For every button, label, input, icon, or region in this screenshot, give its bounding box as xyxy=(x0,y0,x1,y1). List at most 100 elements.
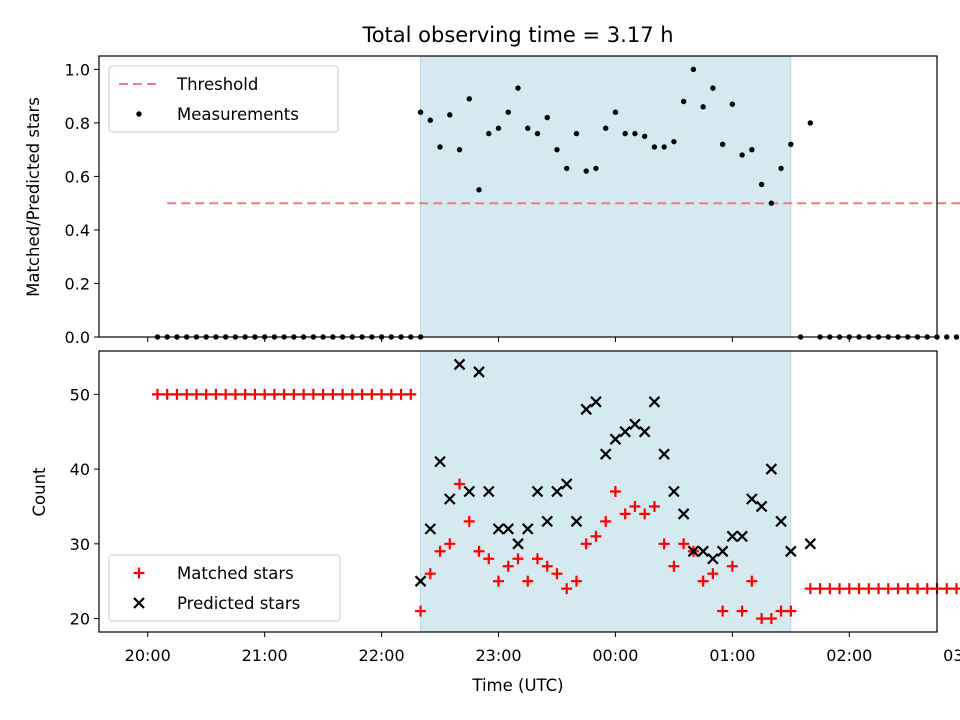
count-y-axis-label: Count xyxy=(30,467,49,517)
matched-star-point xyxy=(259,388,271,400)
count-x-ticks: 20:00 21:00 22:00 23:00 00:00 01:00 02:00 03:00 xyxy=(125,632,960,665)
count-plot-frame xyxy=(98,350,938,633)
y-tick-label: 0.4 xyxy=(65,221,90,240)
matched-star-point xyxy=(853,583,865,595)
measurement-point xyxy=(622,130,628,137)
predicted-star-point xyxy=(619,425,631,438)
predicted-star-point xyxy=(551,485,563,498)
predicted-star-point xyxy=(434,455,446,468)
predicted-star-points xyxy=(414,358,817,587)
y-tick-label: 1.0 xyxy=(65,60,90,79)
matched-star-point xyxy=(181,388,193,400)
matched-star-point xyxy=(415,605,427,617)
x-tick-label: 00:00 xyxy=(592,646,638,665)
measurement-point xyxy=(768,200,775,206)
measurement-point xyxy=(953,334,960,340)
ratio-y-ticks: 0.0 0.2 0.4 0.6 0.8 1.0 xyxy=(65,60,99,347)
ratio-legend-box xyxy=(108,65,339,133)
predicted-star-point xyxy=(804,538,817,550)
measurement-point xyxy=(534,130,541,137)
predicted-star-point xyxy=(687,545,700,558)
x-tick-label: 01:00 xyxy=(709,646,755,665)
x-tick-label: 23:00 xyxy=(475,646,521,665)
matched-star-point xyxy=(249,388,261,400)
measurement-point xyxy=(583,168,589,174)
y-tick-label: 0.8 xyxy=(65,114,90,133)
matched-star-point xyxy=(220,388,232,400)
predicted-star-point xyxy=(463,485,476,498)
y-tick-label: 30 xyxy=(70,535,90,554)
matched-star-point xyxy=(307,388,319,400)
x-tick-label: 22:00 xyxy=(359,646,405,665)
measurement-point xyxy=(944,334,950,340)
ratio-plot-frame xyxy=(98,55,938,338)
count-shaded-interval xyxy=(420,350,792,633)
measurement-point xyxy=(739,152,745,158)
matched-star-point xyxy=(327,388,339,400)
count-legend: Matched stars Predicted stars xyxy=(108,554,341,622)
ratio-y-axis-label: Matched/Predicted stars xyxy=(24,97,43,297)
legend-predicted-label: Predicted stars xyxy=(177,594,300,613)
predicted-star-point xyxy=(736,530,748,543)
legend-threshold-label: Threshold xyxy=(176,75,258,94)
measurement-point xyxy=(564,165,570,172)
y-tick-label: 40 xyxy=(70,460,90,479)
predicted-star-point xyxy=(482,485,495,498)
matched-star-point xyxy=(570,575,582,587)
measurement-point xyxy=(632,130,638,137)
matched-star-point xyxy=(814,583,826,595)
matched-star-point xyxy=(902,583,914,595)
predicted-star-point xyxy=(765,463,778,475)
measurement-point xyxy=(788,141,794,148)
matched-star-point xyxy=(824,583,836,595)
matched-star-point xyxy=(366,388,378,400)
measurement-point xyxy=(437,144,443,150)
matched-star-point xyxy=(668,560,680,572)
ratio-legend: Threshold Measurements xyxy=(108,65,339,133)
legend-matched-swatch xyxy=(133,567,145,579)
predicted-star-point xyxy=(668,485,680,498)
predicted-star-point xyxy=(755,500,768,513)
measurement-point xyxy=(690,66,697,73)
ratio-shaded-interval xyxy=(420,55,792,338)
predicted-star-point xyxy=(570,515,583,528)
matched-star-point xyxy=(190,388,202,400)
matched-star-point xyxy=(726,560,738,572)
predicted-star-point xyxy=(580,403,592,416)
legend-measurements-swatch xyxy=(136,111,142,117)
matched-star-point xyxy=(717,605,729,617)
matched-star-point xyxy=(590,530,602,542)
matched-star-point xyxy=(892,583,904,595)
measurement-point xyxy=(807,120,814,126)
matched-star-point xyxy=(600,515,612,527)
measurement-point xyxy=(417,109,424,115)
matched-star-point xyxy=(483,553,495,565)
matched-star-points xyxy=(151,388,960,625)
y-tick-label: 0.2 xyxy=(65,274,90,293)
matched-star-point xyxy=(493,575,505,587)
matched-star-point xyxy=(648,500,660,512)
chart-title: Total observing time = 3.17 h xyxy=(361,23,673,47)
matched-star-point xyxy=(473,545,485,557)
measurement-point xyxy=(661,144,667,150)
matched-star-point xyxy=(561,583,573,595)
x-tick-label: 02:00 xyxy=(826,646,872,665)
predicted-star-point xyxy=(658,448,670,460)
matched-star-point xyxy=(395,388,407,400)
matched-star-point xyxy=(444,538,456,550)
matched-star-point xyxy=(736,605,748,617)
measurement-point xyxy=(729,101,736,107)
matched-star-point xyxy=(765,613,777,625)
measurement-point xyxy=(778,165,784,172)
matched-star-point xyxy=(629,500,641,512)
matched-star-point xyxy=(161,388,173,400)
ratio-x-ticks xyxy=(147,337,850,342)
y-tick-label: 0.0 xyxy=(65,328,90,347)
measurement-point xyxy=(495,125,502,131)
measurement-point xyxy=(427,117,434,123)
x-tick-label: 20:00 xyxy=(125,646,171,665)
count-legend-box xyxy=(108,554,341,622)
matched-star-point xyxy=(609,486,621,497)
measurement-point xyxy=(544,114,550,121)
predicted-star-point xyxy=(512,538,524,550)
